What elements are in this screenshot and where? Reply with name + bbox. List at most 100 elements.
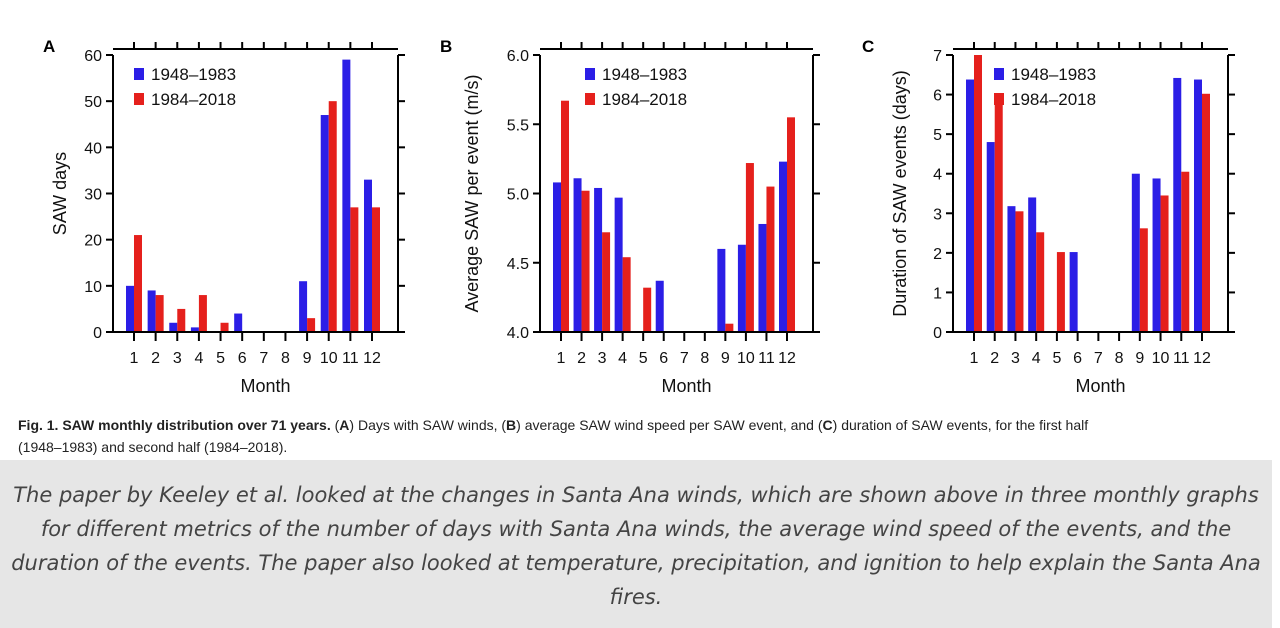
x-tick-label: 3 <box>598 350 607 367</box>
x-tick-label: 8 <box>1115 350 1124 367</box>
bar-series2 <box>1139 228 1148 332</box>
y-tick-label: 5 <box>933 127 942 144</box>
x-tick-label: 6 <box>238 350 247 367</box>
x-tick-label: 11 <box>1173 350 1190 367</box>
y-axis-title: SAW days <box>50 152 70 235</box>
x-tick-label: 7 <box>259 350 268 367</box>
legend-label: 1984–2018 <box>602 90 687 109</box>
y-tick-label: 3 <box>933 206 942 223</box>
figure: A 0 10 20 30 40 50 60 1 2 3 4 5 6 7 8 9 10 11 12 Month SAW da… <box>18 37 1268 458</box>
legend-swatch <box>994 93 1004 105</box>
x-tick-label: 5 <box>1052 350 1061 367</box>
bar-series1 <box>737 244 746 332</box>
legend-swatch <box>994 68 1004 80</box>
x-tick-label: 2 <box>990 350 999 367</box>
bar-series2 <box>177 308 186 332</box>
bar-series1 <box>342 59 351 332</box>
y-tick-label: 0 <box>933 325 942 342</box>
bar-series2 <box>1160 195 1169 332</box>
bar-series1 <box>573 178 582 332</box>
bar-series2 <box>307 318 316 332</box>
bar-series2 <box>134 235 142 332</box>
bar-series1 <box>1007 206 1016 332</box>
x-tick-label: 10 <box>1152 350 1170 367</box>
legend-label: 1984–2018 <box>1011 90 1096 109</box>
x-tick-label: 11 <box>342 350 359 367</box>
bar-series2 <box>725 323 734 332</box>
x-tick-label: 8 <box>281 350 290 367</box>
y-tick-label: 0 <box>93 325 102 342</box>
x-tick-label: 11 <box>758 350 775 367</box>
y-tick-label: 6 <box>933 88 942 105</box>
panel-letter: A <box>43 37 55 56</box>
x-tick-label: 4 <box>194 350 203 367</box>
bar-series2 <box>198 295 207 332</box>
x-tick-label: 5 <box>216 350 225 367</box>
y-tick-label: 4.0 <box>507 325 529 342</box>
y-tick-label: 30 <box>84 187 102 204</box>
bar-series1 <box>364 179 372 332</box>
x-tick-label: 3 <box>173 350 182 367</box>
x-tick-label: 9 <box>303 350 312 367</box>
legend-label: 1984–2018 <box>151 90 236 109</box>
legend-swatch <box>134 93 144 105</box>
bar-series2 <box>1015 211 1024 332</box>
x-tick-label: 2 <box>577 350 586 367</box>
x-tick-label: 9 <box>1135 350 1144 367</box>
bar-series2 <box>745 163 754 332</box>
x-tick-label: 10 <box>737 350 755 367</box>
bar-series2 <box>1056 252 1065 332</box>
bar-series1 <box>1028 197 1037 332</box>
bar-series2 <box>372 207 380 332</box>
x-tick-label: 6 <box>659 350 668 367</box>
bar-series2 <box>766 186 775 332</box>
y-tick-label: 50 <box>84 94 102 111</box>
caption-title: Fig. 1. SAW monthly distribution over 71… <box>18 417 331 433</box>
bar-series2 <box>1181 171 1190 332</box>
x-tick-label: 3 <box>1011 350 1020 367</box>
bar-series1 <box>299 281 308 332</box>
x-axis-title: Month <box>240 376 290 396</box>
bar-series2 <box>350 207 359 332</box>
bar-series1 <box>717 248 726 332</box>
y-tick-label: 20 <box>84 233 102 250</box>
figure-caption: Fig. 1. SAW monthly distribution over 71… <box>18 414 1268 458</box>
bar-series1 <box>594 187 603 332</box>
bar-series2 <box>220 322 229 332</box>
bar-series2 <box>974 55 982 332</box>
y-tick-label: 60 <box>84 48 102 65</box>
panel-letter: C <box>862 37 874 56</box>
x-tick-label: 12 <box>363 350 381 367</box>
bar-series2 <box>994 101 1003 333</box>
caption-part: ) duration of SAW events, for the first … <box>832 417 1089 433</box>
bar-series1 <box>779 161 787 332</box>
bar-series2 <box>328 101 337 333</box>
legend-label: 1948–1983 <box>602 65 687 84</box>
bar-series2 <box>1036 232 1045 332</box>
bar-series1 <box>986 142 995 332</box>
y-tick-label: 2 <box>933 246 942 263</box>
bar-series1 <box>1173 77 1182 332</box>
bar-series2 <box>787 117 795 332</box>
legend-label: 1948–1983 <box>1011 65 1096 84</box>
x-tick-label: 12 <box>1193 350 1211 367</box>
x-tick-label: 6 <box>1073 350 1082 367</box>
x-tick-label: 1 <box>970 350 979 367</box>
bar-series2 <box>561 100 569 332</box>
legend-swatch <box>134 68 144 80</box>
y-tick-label: 4.5 <box>507 256 529 273</box>
bar-series1 <box>1152 178 1161 332</box>
y-tick-label: 5.0 <box>507 187 529 204</box>
bar-series1 <box>147 290 156 332</box>
x-axis-title: Month <box>1075 376 1125 396</box>
bar-series1 <box>655 280 664 332</box>
bar-series1 <box>190 327 199 332</box>
x-tick-label: 1 <box>130 350 139 367</box>
x-tick-label: 7 <box>680 350 689 367</box>
y-axis-title: Average SAW per event (m/s) <box>462 74 482 312</box>
bar-series1 <box>758 223 767 332</box>
bar-series1 <box>169 322 178 332</box>
caption-part: ) Days with SAW winds, ( <box>349 417 507 433</box>
x-tick-label: 10 <box>320 350 338 367</box>
